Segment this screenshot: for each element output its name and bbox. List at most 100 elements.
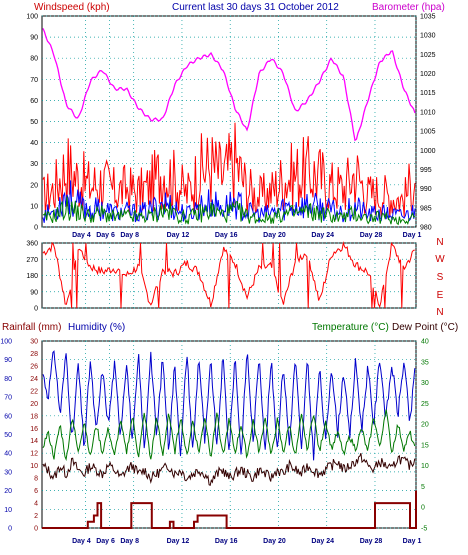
panel1-y-tick-labels: 0 10 20 30 40 50 60 70 80 90 100 <box>26 14 38 232</box>
panel1-y2-tick-label: 1020 <box>420 71 436 78</box>
panel3-humidity-tick-label: 20 <box>4 488 12 495</box>
rainfall-axis-label: Rainfall (mm) <box>2 322 61 333</box>
windspeed-axis-label: Windspeed (kph) <box>34 2 110 13</box>
dewpoint-axis-label: Dew Point (°C) <box>392 322 458 333</box>
panel3-rain-tick-label: 22 <box>30 388 38 395</box>
panel1-y-tick-label: 40 <box>30 140 38 147</box>
panel1-y-tick-label: 80 <box>30 56 38 63</box>
panel3-temp-tick-label: 10 <box>421 463 429 470</box>
panel3-temp-tick-label: 5 <box>421 484 425 491</box>
panel2-compass-label: N <box>436 237 443 248</box>
barometer-axis-label: Barometer (hpa) <box>372 2 445 13</box>
wind-series-line <box>42 196 416 226</box>
panel1-y2-tick-label: 1005 <box>420 129 436 136</box>
panel3-x-tick-label: Day 6 <box>96 538 115 545</box>
panel3-temp-tick-label: 0 <box>421 505 425 512</box>
panel1-y2-tick-label: 1010 <box>420 109 436 116</box>
panel1-y2-tick-label: 1030 <box>420 33 436 40</box>
panel3-temp-tick-label: 15 <box>421 442 429 449</box>
panel1-y2-tick-label: 1015 <box>420 90 436 97</box>
panel1-y-tick-label: 30 <box>30 161 38 168</box>
humidity-series-line <box>42 350 416 461</box>
panel1-x-tick-label: Day 1 <box>403 232 422 239</box>
panel3-humidity-tick-label: 60 <box>4 413 12 420</box>
panel1-x-tick-label: Day 28 <box>360 232 383 239</box>
panel3-rain-tick-label: 14 <box>30 438 38 445</box>
panel3-rain-tick-label: 8 <box>34 476 38 483</box>
panel3-x-tick-labels: Day 4 Day 6 Day 8 Day 12 Day 16 Day 20 Day 24 D… <box>72 538 421 545</box>
panel3-x-tick-label: Day 20 <box>263 538 286 545</box>
panel3-rain-tick-label: 30 <box>30 339 38 346</box>
panel3-humidity-tick-label: 40 <box>4 451 12 458</box>
panel3-rain-tick-label: 16 <box>30 426 38 433</box>
panel3-temp-tick-label: 20 <box>421 422 429 429</box>
temperature-axis-label: Temperature (°C) <box>312 322 389 333</box>
panel3-y-tick-labels: 0102030405060708090100024681012141618202… <box>0 339 429 533</box>
rainfall-series-line <box>42 490 417 529</box>
panel3-humidity-tick-label: 0 <box>8 526 12 533</box>
panel2-compass-label: S <box>437 272 444 283</box>
panel3-humidity-tick-label: 100 <box>0 339 12 346</box>
dewpoint-series-line <box>42 453 416 487</box>
panel3-x-tick-label: Day 4 <box>72 538 91 545</box>
rain-humidity-temp-panel: 0102030405060708090100024681012141618202… <box>0 339 429 546</box>
barometer-series-line <box>42 28 416 142</box>
panel1-y-tick-label: 100 <box>26 14 38 21</box>
panel3-humidity-tick-label: 30 <box>4 469 12 476</box>
panel3-rain-tick-label: 6 <box>34 488 38 495</box>
panel1-series <box>42 28 416 226</box>
panel3-x-tick-label: Day 12 <box>167 538 190 545</box>
panel2-y-tick-label: 90 <box>30 289 38 296</box>
panel1-x-tick-label: Day 4 <box>72 232 91 239</box>
panel1-y2-tick-labels: 980 985 990 995 1000 1005 1010 1015 1020 1025 1030… <box>420 14 436 232</box>
panel2-y-tick-label: 0 <box>34 306 38 313</box>
panel3-rain-tick-label: 2 <box>34 513 38 520</box>
panel2-y-tick-label: 360 <box>26 241 38 248</box>
panel3-humidity-tick-label: 70 <box>4 395 12 402</box>
panel3-temp-tick-label: 25 <box>421 401 429 408</box>
panel3-humidity-tick-label: 90 <box>4 357 12 364</box>
panel1-y2-tick-label: 1000 <box>420 148 436 155</box>
panel2-compass-label: W <box>435 254 445 265</box>
panel1-x-tick-labels: Day 4 Day 6 Day 8 Day 12 Day 16 Day 20 Day 24 D… <box>72 232 421 239</box>
panel3-rain-tick-label: 12 <box>30 451 38 458</box>
panel3-rain-tick-label: 24 <box>30 376 38 383</box>
panel3-rain-tick-label: 28 <box>30 351 38 358</box>
panel1-y-tick-label: 70 <box>30 77 38 84</box>
panel3-x-tick-label: Day 16 <box>215 538 238 545</box>
panel1-y2-tick-label: 980 <box>420 225 432 232</box>
panel3-x-tick-label: Day 8 <box>120 538 139 545</box>
panel3-temp-tick-label: 35 <box>421 359 429 366</box>
panel1-x-tick-label: Day 24 <box>311 232 334 239</box>
panel3-humidity-tick-label: 50 <box>4 432 12 439</box>
panel1-x-tick-label: Day 12 <box>167 232 190 239</box>
panel1-x-tick-label: Day 6 <box>96 232 115 239</box>
panel2-series <box>42 241 415 309</box>
panel1-y-tick-label: 0 <box>34 225 38 232</box>
panel1-y-tick-label: 10 <box>30 203 38 210</box>
panel2-y-tick-labels: 0 90 180 270 360 <box>26 241 38 313</box>
panel1-y-tick-label: 50 <box>30 119 38 126</box>
wind-direction-series-line <box>42 241 415 309</box>
panel1-frame <box>41 15 417 228</box>
panel1-x-tick-label: Day 16 <box>215 232 238 239</box>
panel3-rain-tick-label: 26 <box>30 363 38 370</box>
panel3-temp-tick-label: 30 <box>421 380 429 387</box>
panel3-frame <box>41 340 417 529</box>
panel2-y-tick-label: 270 <box>26 257 38 264</box>
panel2-compass-label: N <box>436 307 443 318</box>
panel3-humidity-tick-label: 10 <box>4 507 12 514</box>
chart-title: Current last 30 days 31 October 2012 <box>172 2 339 13</box>
panel1-y2-tick-label: 995 <box>420 167 432 174</box>
panel3-series <box>42 350 417 529</box>
panel3-temp-tick-label: -5 <box>421 526 427 533</box>
panel1-x-tick-label: Day 8 <box>120 232 139 239</box>
gust-series-line <box>42 122 416 218</box>
humidity-axis-label: Humidity (%) <box>68 322 125 333</box>
panel3-rain-tick-label: 4 <box>34 501 38 508</box>
panel1-y-tick-label: 60 <box>30 98 38 105</box>
